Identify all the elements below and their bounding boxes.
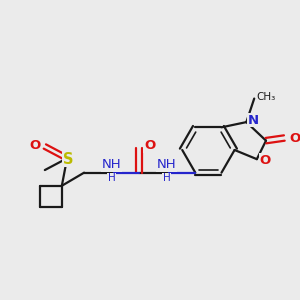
Text: O: O [260, 154, 271, 166]
Text: NH: NH [157, 158, 176, 171]
Text: O: O [144, 140, 155, 152]
Text: O: O [30, 139, 41, 152]
Text: NH: NH [102, 158, 122, 171]
Text: N: N [247, 114, 259, 127]
Text: H: H [108, 173, 116, 184]
Text: S: S [63, 152, 73, 167]
Text: O: O [289, 131, 300, 145]
Text: CH₃: CH₃ [256, 92, 275, 102]
Text: H: H [163, 173, 170, 184]
